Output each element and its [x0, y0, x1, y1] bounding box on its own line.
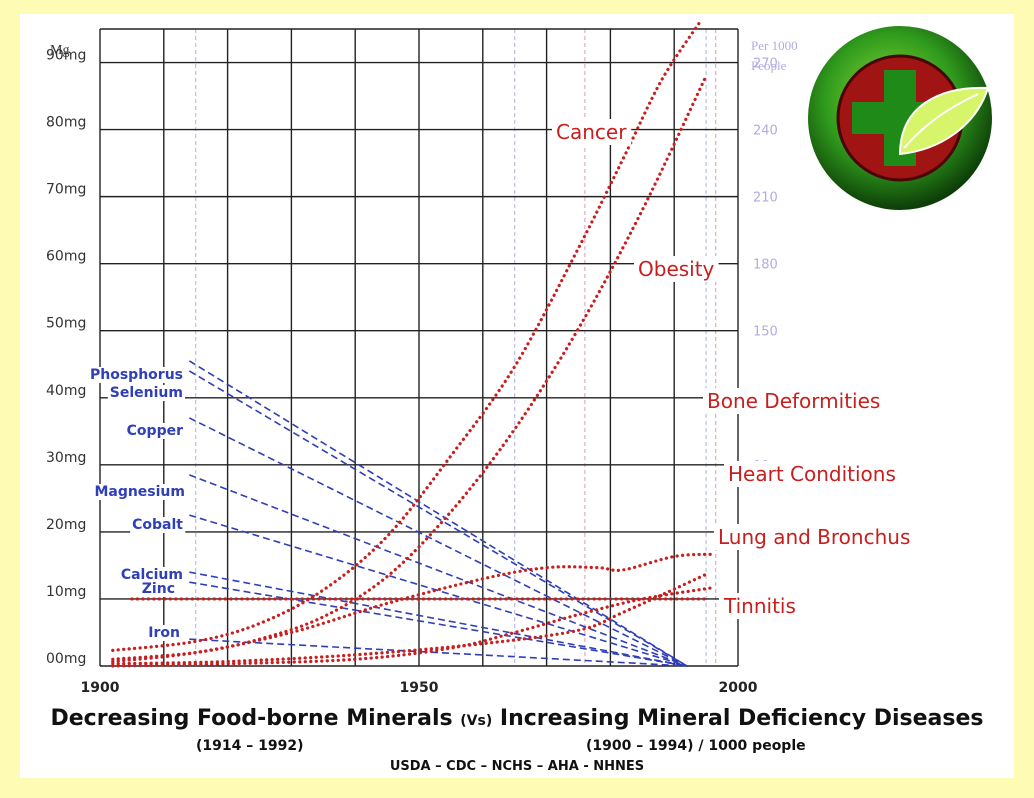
x-tick-label: 1950 [400, 680, 439, 696]
left-tick-label: 80mg [46, 115, 86, 131]
series-lung-and-bronchus [111, 586, 715, 668]
right-tick-label: 180 [753, 258, 778, 273]
label-bg [552, 119, 632, 145]
label-obesity: Obesity [638, 257, 715, 281]
disease-series [111, 20, 715, 668]
left-tick-label: 40mg [46, 383, 86, 399]
label-lung-and-bronchus: Lung and Bronchus [718, 525, 910, 549]
left-tick-label: 90mg [46, 48, 86, 64]
series-magnesium [189, 474, 688, 667]
chart-source: USDA – CDC – NCHS – AHA - NHNES [389, 759, 645, 774]
series-phosphorus [188, 360, 688, 667]
label-heart-conditions: Heart Conditions [728, 462, 896, 486]
left-tick-label: 50mg [46, 316, 86, 332]
label-selenium: Selenium [110, 385, 183, 401]
series-selenium [188, 370, 688, 667]
left-tick-label: 30mg [46, 450, 86, 466]
label-bg [146, 625, 182, 641]
label-bg [107, 385, 185, 401]
right-axis-unit: Per 1000 [751, 38, 798, 53]
label-bg [118, 567, 185, 583]
left-axis-unit: Mg [50, 43, 69, 58]
left-tick-label: 20mg [46, 517, 86, 533]
series-calcium [189, 571, 688, 667]
left-tick-label: 70mg [46, 182, 86, 198]
left-tick-label: 00mg [46, 651, 86, 667]
title-right: Increasing Mineral Deficiency Diseases [499, 706, 984, 731]
series-iron [189, 638, 688, 667]
chart-title: Decreasing Food-borne Minerals (Vs) Incr… [20, 706, 1014, 731]
label-magnesium: Magnesium [94, 484, 185, 500]
label-zinc: Zinc [142, 581, 175, 597]
title-left: Decreasing Food-borne Minerals [50, 706, 453, 731]
medical-cross-leaf-icon [808, 26, 992, 210]
chart-subtitles: (1914 – 1992) (1900 – 1994) / 1000 peopl… [20, 738, 1014, 756]
right-tick-label: 150 [753, 325, 778, 340]
series-heart-conditions [111, 552, 715, 664]
left-tick-label: 10mg [46, 584, 86, 600]
chart: 00mg 10mg 20mg 30mg 40mg 50mg 60mg 70mg 80mg 90mg… [46, 20, 992, 696]
label-calcium: Calcium [121, 567, 183, 583]
label-bg [92, 484, 187, 500]
label-bg [714, 524, 915, 550]
grid [99, 28, 739, 667]
label-bg [124, 423, 186, 439]
series-cancer [111, 20, 702, 652]
subtitle-left: (1914 – 1992) [196, 738, 304, 754]
label-copper: Copper [127, 423, 183, 439]
series-copper [188, 417, 688, 667]
right-tick-label: 210 [753, 191, 778, 206]
label-cancer: Cancer [556, 120, 627, 144]
label-iron: Iron [148, 625, 180, 641]
label-cobalt: Cobalt [132, 517, 183, 533]
label-bone-deformities: Bone Deformities [707, 389, 880, 413]
mineral-series [188, 360, 688, 667]
subtitle-right: (1900 – 1994) / 1000 people [586, 738, 806, 754]
label-bg [703, 388, 885, 414]
title-vs: (Vs) [460, 713, 493, 729]
x-tick-label: 1900 [81, 680, 120, 696]
series-cobalt [189, 514, 688, 667]
right-tick-label: 270 [753, 57, 778, 72]
label-bg [719, 593, 800, 619]
x-tick-label: 2000 [719, 680, 758, 696]
chart-card: 00mg 10mg 20mg 30mg 40mg 50mg 60mg 70mg 80mg 90mg… [20, 14, 1014, 778]
label-bg [139, 581, 177, 597]
label-tinnitis: Tinnitis [723, 594, 796, 618]
label-bg [634, 256, 719, 282]
label-bg [88, 367, 185, 383]
series-zinc [189, 581, 688, 667]
series-labels: Phosphorus Selenium Copper Magnesium Cobalt C… [88, 119, 915, 641]
label-phosphorus: Phosphorus [90, 367, 183, 383]
label-bg [724, 461, 900, 487]
left-tick-label: 60mg [46, 249, 86, 265]
right-axis-unit: People [751, 58, 787, 73]
right-tick-label: 240 [753, 124, 778, 139]
label-bg [130, 517, 186, 533]
